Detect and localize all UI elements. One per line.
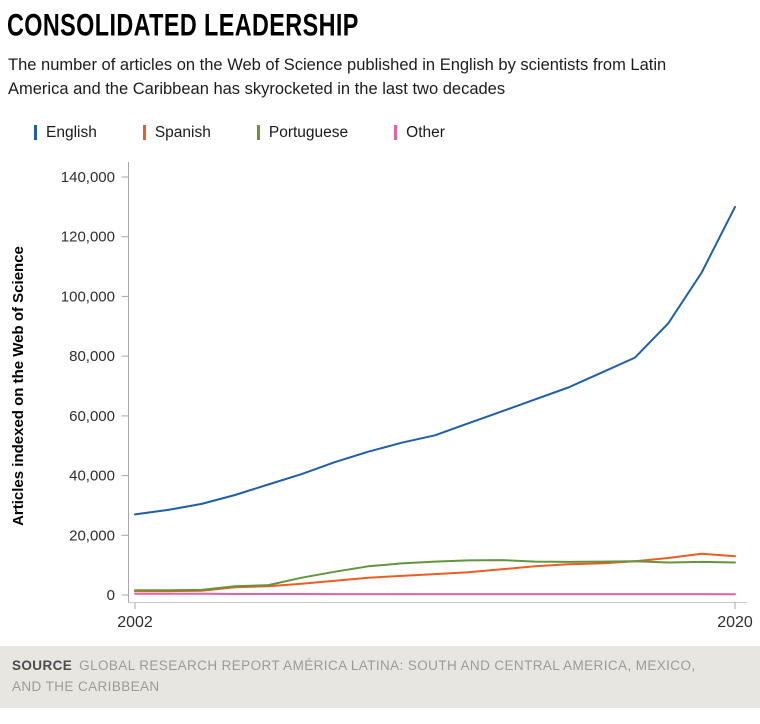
legend-label: Spanish xyxy=(154,123,211,141)
legend-label: English xyxy=(46,123,97,141)
legend-label: Other xyxy=(406,123,445,141)
series-line-spanish xyxy=(134,552,736,592)
y-tick-label: 60,000 xyxy=(69,408,115,425)
source-text: GLOBAL RESEARCH REPORT AMÉRICA LATINA: S… xyxy=(12,657,696,694)
legend-item-other: Other xyxy=(394,124,445,142)
series-line-english xyxy=(134,205,736,516)
y-tick-label: 0 xyxy=(107,587,115,604)
legend-item-portuguese: Portuguese xyxy=(256,123,349,142)
y-tick-label: 120,000 xyxy=(61,229,115,246)
x-tick-label: 2002 xyxy=(117,614,153,631)
legend-swatch-spanish xyxy=(142,125,146,141)
legend-swatch-other xyxy=(394,125,398,141)
legend-label: Portuguese xyxy=(268,123,349,141)
legend-item-spanish: Spanish xyxy=(142,123,211,142)
y-tick-label: 140,000 xyxy=(61,169,115,186)
source-footer: SOURCE GLOBAL RESEARCH REPORT AMÉRICA LAT… xyxy=(0,645,760,708)
chart-subtitle: The number of articles on the Web of Sci… xyxy=(8,56,667,98)
chart-page: CONSOLIDATED LEADERSHIP The number of ar… xyxy=(0,8,760,724)
chart-area: Articles indexed on the Web of Science 0… xyxy=(0,150,760,636)
y-tick-label: 20,000 xyxy=(69,527,115,544)
series-line-other xyxy=(134,592,736,596)
legend-swatch-portuguese xyxy=(256,125,260,141)
legend-item-english: English xyxy=(34,124,97,142)
y-tick-label: 100,000 xyxy=(61,288,115,305)
series-line-portuguese xyxy=(134,558,736,592)
source-label: SOURCE xyxy=(12,657,73,673)
x-tick-label: 2020 xyxy=(717,614,753,631)
line-chart: 0 20,000 40,000 60,000 80,000 100,000 120,000 1… xyxy=(61,161,753,631)
y-tick-label: 80,000 xyxy=(69,348,115,365)
y-tick-label: 40,000 xyxy=(69,467,115,484)
source-paragraph: SOURCE GLOBAL RESEARCH REPORT AMÉRICA LAT… xyxy=(12,655,718,697)
chart-title: CONSOLIDATED LEADERSHIP xyxy=(7,8,359,43)
legend-swatch-english xyxy=(34,125,37,141)
legend: English Spanish Portuguese Other xyxy=(34,124,760,142)
